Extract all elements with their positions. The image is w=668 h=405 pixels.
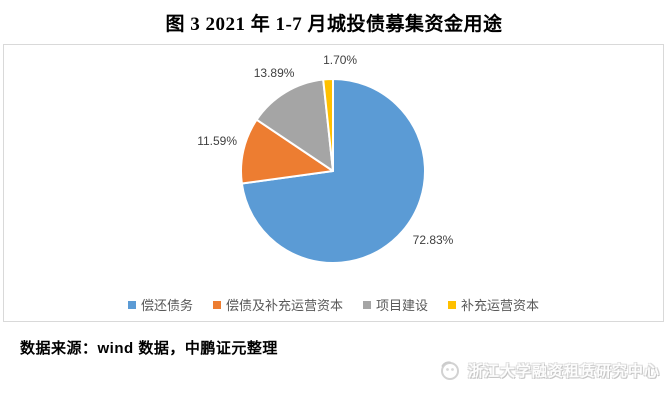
data-label-2: 11.59% (197, 134, 237, 148)
chart-legend: 偿还债务 偿债及补充运营资本 项目建设 补充运营资本 (4, 295, 663, 314)
pie-slice-3 (255, 78, 334, 172)
legend-label: 补充运营资本 (461, 298, 540, 313)
legend-label: 偿还债务 (140, 298, 193, 313)
chart-title: 图 3 2021 年 1-7 月城投债募集资金用途 (165, 14, 503, 35)
watermark-text: 浙江大学融资租赁研究中心 (467, 362, 660, 380)
legend-item-1: 偿还债务 (127, 295, 193, 314)
pie-slice-2 (240, 118, 334, 185)
legend-label: 项目建设 (376, 298, 429, 313)
data-label-3: 13.89% (253, 66, 295, 81)
legend-item-3: 项目建设 (363, 295, 428, 314)
legend-swatch-icon (127, 300, 136, 309)
legend-swatch-icon (212, 300, 221, 309)
data-label-1: 72.83% (412, 233, 454, 248)
legend-item-4: 补充运营资本 (448, 295, 539, 314)
watermark: 浙江大学融资租赁研究中心 (438, 358, 660, 382)
legend-swatch-icon (448, 300, 457, 309)
pie-chart-figure: 72.83% 11.59% 13.89% 1.70% 偿还债务 偿债及补充运营资本 项目建… (3, 44, 664, 322)
research-center-logo-icon (440, 361, 459, 380)
data-label-4: 1.70% (323, 53, 358, 68)
legend-item-2: 偿债及补充运营资本 (212, 295, 343, 314)
pie-chart (240, 77, 426, 264)
legend-label: 偿债及补充运营资本 (225, 298, 343, 313)
legend-swatch-icon (363, 300, 371, 309)
data-source-note: 数据来源：wind 数据，中鹏证元整理 (20, 340, 278, 357)
pie-slice-4 (322, 77, 334, 172)
